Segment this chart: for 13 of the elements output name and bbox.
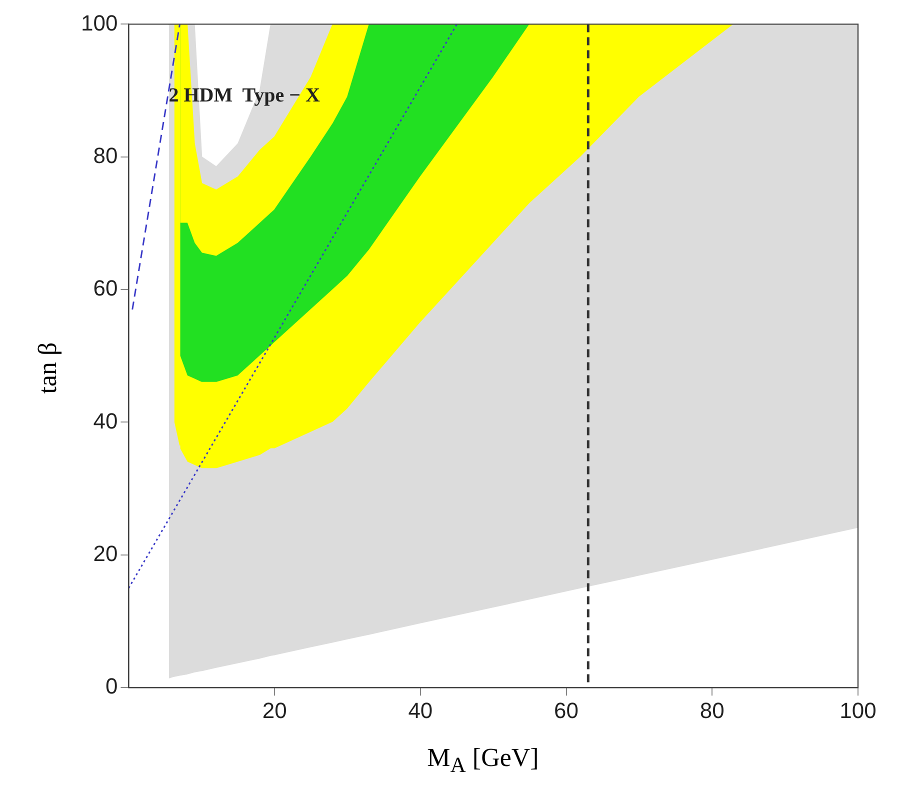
y-tick-label: 20 [93,540,118,566]
x-tick-label: 20 [262,698,287,723]
y-tick-label: 0 [105,674,118,699]
x-tick-label: 60 [554,698,579,723]
y-axis-title: tan β [33,342,63,394]
x-tick-label: 80 [700,698,724,723]
x-tick-label: 40 [408,698,433,723]
y-tick-label: 80 [93,142,118,168]
x-axis-title: M$_{A}$ [GeV] [426,743,540,778]
y-tick-label: 40 [93,408,118,434]
x-tick-label: 100 [840,698,876,723]
y-tick-label: 60 [93,276,118,301]
y-tick-label: 100 [80,10,118,36]
